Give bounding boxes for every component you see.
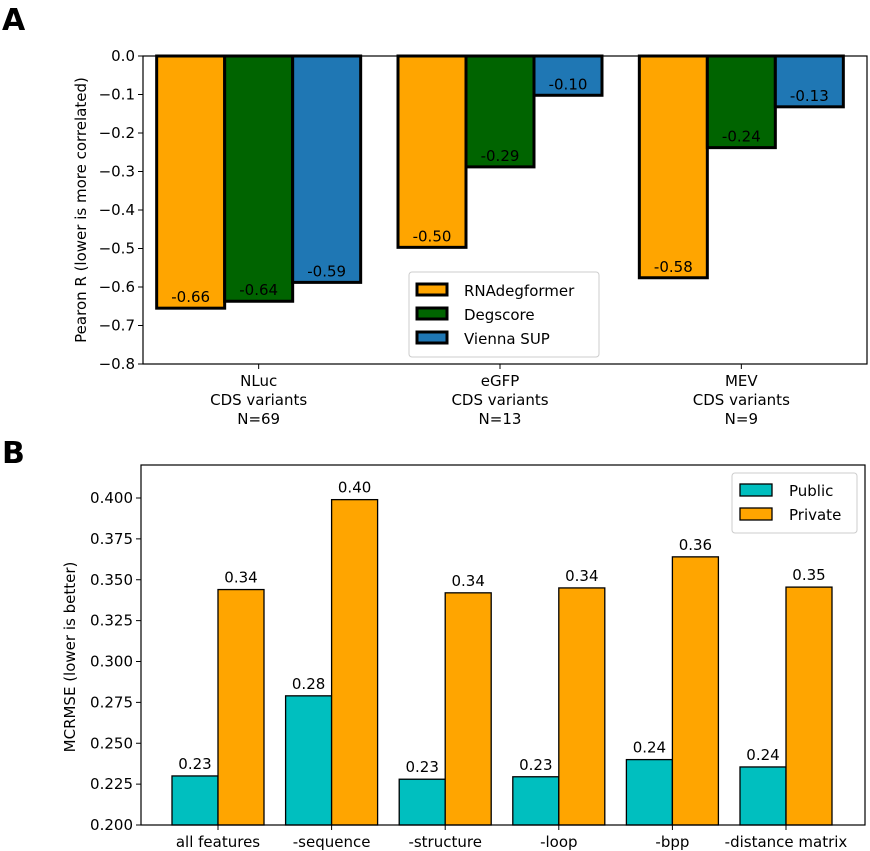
bar-rnadegformer xyxy=(637,54,709,280)
x-tick-label: N=13 xyxy=(479,410,522,428)
bar-degscore xyxy=(464,54,536,169)
bar-private xyxy=(785,586,833,826)
bar-private xyxy=(217,588,265,826)
bar-rnadegformer xyxy=(396,54,468,249)
bar-public xyxy=(739,766,787,826)
y-tick-label: 0.375 xyxy=(90,530,133,548)
y-tick-label: 0.225 xyxy=(90,775,133,793)
x-tick-label: MEV xyxy=(725,372,758,390)
bar-public xyxy=(512,776,560,826)
x-tick-label: -distance matrix xyxy=(725,833,848,851)
data-label: 0.23 xyxy=(178,755,211,773)
y-tick-label: 0.400 xyxy=(90,489,133,507)
legend-swatch xyxy=(415,282,449,297)
x-tick-label: eGFP xyxy=(481,372,520,390)
y-tick-label: 0.250 xyxy=(90,734,133,752)
legend-label: RNAdegformer xyxy=(464,282,575,300)
y-tick-label: 0.275 xyxy=(90,693,133,711)
y-tick-label: −0.6 xyxy=(99,278,135,296)
legend-swatch xyxy=(415,330,449,345)
bar-vienna-sup xyxy=(532,54,604,97)
plot-frame xyxy=(140,464,866,826)
x-tick-label: N=9 xyxy=(725,410,758,428)
data-label: 0.23 xyxy=(405,758,438,776)
x-tick-label: CDS variants xyxy=(210,391,307,409)
data-label: 0.34 xyxy=(224,569,257,587)
y-tick-label: 0.325 xyxy=(90,612,133,630)
data-label: 0.40 xyxy=(338,479,371,497)
bar-vienna-sup xyxy=(773,54,845,109)
data-label: -0.50 xyxy=(413,227,452,245)
y-axis-label: MCRMSE (lower is better) xyxy=(61,562,79,753)
x-tick-label: -loop xyxy=(540,833,577,851)
legend-swatch xyxy=(739,483,773,497)
bar-degscore xyxy=(223,54,295,303)
legend: Public Private xyxy=(731,472,858,534)
y-tick-label: 0.200 xyxy=(90,816,133,834)
legend-frame xyxy=(408,271,600,358)
data-label: -0.58 xyxy=(654,258,693,276)
data-label: -0.66 xyxy=(171,288,210,306)
y-tick-label: −0.3 xyxy=(99,163,135,181)
x-tick-label: -sequence xyxy=(293,833,371,851)
panel-letter-a: A xyxy=(2,3,26,38)
bar-private xyxy=(558,587,606,826)
y-tick-label: 0.300 xyxy=(90,653,133,671)
legend-label: Public xyxy=(789,482,833,500)
y-tick-label: −0.4 xyxy=(99,201,135,219)
bar-vienna-sup xyxy=(291,54,363,284)
y-tick-label: −0.2 xyxy=(99,124,135,142)
bar-public xyxy=(398,778,446,826)
bar-degscore xyxy=(705,54,777,150)
y-tick-label: −0.7 xyxy=(99,317,135,335)
x-tick-label: -bpp xyxy=(655,833,689,851)
data-label: 0.24 xyxy=(633,739,666,757)
x-tick-label: CDS variants xyxy=(451,391,548,409)
x-tick-label: CDS variants xyxy=(693,391,790,409)
data-label: -0.10 xyxy=(549,75,588,93)
y-tick-label: 0.0 xyxy=(111,47,135,65)
x-tick-label: -structure xyxy=(408,833,481,851)
y-tick-label: −0.1 xyxy=(99,86,135,104)
bar-private xyxy=(671,556,720,826)
data-label: 0.34 xyxy=(565,567,598,585)
data-label: -0.64 xyxy=(239,281,278,299)
y-tick-label: −0.8 xyxy=(99,355,135,373)
data-label: 0.34 xyxy=(451,572,484,590)
data-label: 0.23 xyxy=(519,756,552,774)
legend-label: Private xyxy=(789,506,841,524)
panel-letter-b: B xyxy=(2,436,25,471)
bar-public xyxy=(625,758,674,826)
data-label: -0.59 xyxy=(307,262,346,280)
data-label: 0.35 xyxy=(792,566,825,584)
x-tick-label: NLuc xyxy=(240,372,277,390)
data-label: -0.24 xyxy=(722,128,761,146)
bar-rnadegformer xyxy=(155,54,227,310)
legend-swatch xyxy=(739,507,773,521)
legend-label: Degscore xyxy=(464,306,535,324)
x-tick-label: all features xyxy=(176,833,260,851)
bar-public xyxy=(171,775,219,826)
data-label: 0.36 xyxy=(679,536,712,554)
bar-public xyxy=(284,695,333,826)
data-label: -0.13 xyxy=(790,87,829,105)
y-axis-label: Pearon R (lower is more correlated) xyxy=(72,77,90,343)
y-tick-label: −0.5 xyxy=(99,240,135,258)
legend: RNAdegformer Degscore Vienna SUP xyxy=(408,271,600,358)
panel-b-chart: 0.23 0.34 all features 0.28 0.40 -sequence 0.2… xyxy=(61,464,866,851)
x-tick-label: N=69 xyxy=(237,410,280,428)
data-label: 0.28 xyxy=(292,675,325,693)
bar-private xyxy=(444,592,492,826)
data-label: -0.29 xyxy=(481,147,520,165)
y-tick-label: 0.350 xyxy=(90,571,133,589)
legend-label: Vienna SUP xyxy=(464,330,550,348)
data-label: 0.24 xyxy=(746,746,779,764)
legend-swatch xyxy=(415,306,449,321)
bar-private xyxy=(330,498,379,826)
